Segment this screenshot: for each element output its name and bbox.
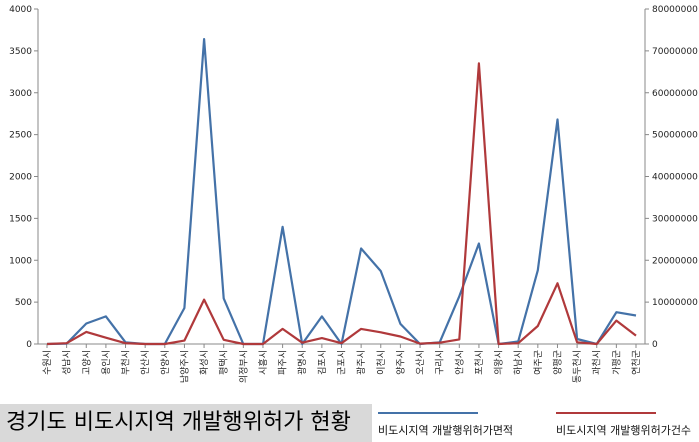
left-tick-label: 1500: [9, 214, 32, 224]
right-tick-label: 50000000: [652, 131, 698, 141]
category-label: 가평군: [611, 350, 622, 375]
legend-swatch-area: [378, 412, 478, 414]
category-label: 과천시: [592, 350, 603, 375]
category-label: 하남시: [513, 350, 524, 375]
left-tick-label: 3000: [9, 89, 32, 99]
category-label: 의정부시: [238, 350, 249, 383]
category-label: 안양시: [160, 350, 171, 375]
category-label: 김포시: [316, 350, 328, 375]
right-tick-label: 70000000: [652, 47, 698, 57]
category-label: 안산시: [140, 350, 151, 375]
category-label: 이천시: [376, 350, 387, 375]
category-label: 용인시: [101, 350, 112, 375]
chart-title: 경기도 비도시지역 개발행위허가 현황: [0, 404, 372, 442]
series-line-1: [46, 37, 637, 346]
right-tick-label: 60000000: [652, 89, 698, 99]
legend-label-count: 비도시지역 개발행위허가건수: [556, 424, 692, 437]
category-label: 시흥시: [257, 350, 269, 375]
category-label: 군포시: [337, 350, 348, 375]
category-label: 화성시: [199, 350, 210, 375]
left-tick-label: 3500: [9, 47, 32, 57]
category-label: 고양시: [81, 350, 92, 375]
right-tick-label: 80000000: [652, 5, 698, 15]
category-label: 여주군: [532, 350, 544, 375]
series-line-2: [46, 62, 637, 346]
legend-swatch-count: [556, 412, 656, 414]
right-tick-label: 0: [652, 340, 658, 350]
left-tick-label: 2000: [9, 173, 32, 183]
category-label: 포천시: [474, 350, 485, 375]
category-axis-labels: 수원시 성남시 고양시 용인시 부천시 안산시 안양시 남양주시 화성시 평택시 의정부시 시흥시 파주…: [42, 344, 642, 383]
right-tick-label: 10000000: [652, 298, 698, 308]
left-tick-label: 1000: [9, 256, 32, 266]
category-label: 파주시: [278, 350, 289, 375]
left-tick-label: 2500: [9, 131, 32, 141]
category-label: 양평군: [552, 350, 563, 375]
right-tick-label: 40000000: [652, 173, 698, 183]
category-label: 부천시: [121, 350, 132, 375]
category-label: 수원시: [42, 350, 53, 375]
category-label: 안성시: [454, 350, 465, 375]
category-label: 광명시: [296, 350, 308, 375]
right-tick-label: 30000000: [652, 214, 698, 224]
category-label: 동두천시: [572, 350, 583, 383]
legend-label-area: 비도시지역 개발행위허가면적: [378, 424, 514, 437]
category-label: 평택시: [219, 350, 230, 375]
left-tick-label: 500: [15, 298, 32, 308]
right-tick-label: 20000000: [652, 256, 698, 266]
category-label: 양주시: [395, 350, 406, 375]
category-label: 광주시: [355, 350, 367, 375]
category-label: 남양주시: [179, 350, 190, 383]
category-label: 의왕시: [494, 350, 505, 375]
category-label: 연천군: [631, 350, 642, 375]
chart-axes: [37, 9, 646, 345]
category-label: 구리시: [435, 350, 446, 375]
category-label: 성남시: [62, 350, 73, 375]
category-label: 오산시: [415, 350, 426, 375]
left-tick-label: 0: [26, 340, 32, 350]
series-lines: [46, 37, 637, 346]
left-tick-label: 4000: [9, 5, 32, 15]
left-axis-ticks: 0 500 1000 1500 2000 2500 3000 3500 4000: [9, 5, 38, 350]
right-axis-ticks: 0 10000000 20000000 30000000 40000000 5000000…: [645, 5, 698, 350]
